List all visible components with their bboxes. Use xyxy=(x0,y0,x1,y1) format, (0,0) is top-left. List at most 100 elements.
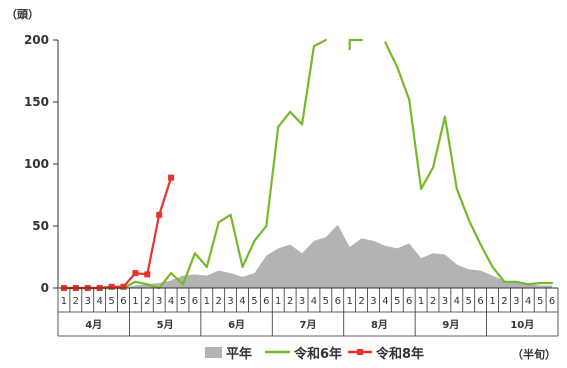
x-tick-label: 5 xyxy=(180,296,186,307)
x-tick-label: 2 xyxy=(358,296,364,307)
reiwa6-segment xyxy=(253,224,268,242)
x-tick-label: 5 xyxy=(537,296,543,307)
x-tick-label: 2 xyxy=(216,296,222,307)
x-axis-label: （半旬） xyxy=(512,347,556,361)
x-tick-label: 3 xyxy=(299,296,305,307)
reiwa6-segment xyxy=(134,280,149,286)
legend-swatch-average xyxy=(205,347,222,358)
reiwa6-segment xyxy=(205,221,220,269)
month-label: 6月 xyxy=(228,319,245,331)
x-tick-label: 1 xyxy=(489,296,495,307)
x-tick-label: 6 xyxy=(192,296,198,307)
x-tick-label: 2 xyxy=(287,296,293,307)
x-tick-label: 1 xyxy=(204,296,210,307)
reiwa6-segment xyxy=(300,45,316,126)
y-tick-label: 100 xyxy=(24,157,49,171)
legend-marker-reiwa8 xyxy=(357,349,363,355)
x-tick-label: 4 xyxy=(239,296,245,307)
legend: 平年 令和6年 令和8年 xyxy=(205,346,424,362)
reiwa6-segment xyxy=(289,110,304,126)
reiwa8-line xyxy=(60,174,175,291)
x-tick-label: 3 xyxy=(370,296,376,307)
x-tick-label: 1 xyxy=(132,296,138,307)
reiwa6-line xyxy=(62,38,554,290)
reiwa6-segment xyxy=(515,280,530,286)
x-tick-label: 5 xyxy=(466,296,472,307)
reiwa6-segment xyxy=(312,38,327,48)
reiwa6-segment xyxy=(265,125,280,228)
legend-label-reiwa8: 令和8年 xyxy=(376,346,424,362)
reiwa6-segment xyxy=(431,115,447,169)
y-axis-label: （頭） xyxy=(6,8,39,21)
y-tick-label: 50 xyxy=(32,219,49,233)
x-tick-label: 4 xyxy=(96,296,102,307)
x-tick-label: 2 xyxy=(144,296,150,307)
reiwa8-point xyxy=(144,271,151,278)
reiwa8-point xyxy=(132,270,139,277)
x-tick-label: 5 xyxy=(323,296,329,307)
reiwa6-segment xyxy=(479,243,494,269)
x-tick-label: 5 xyxy=(108,296,114,307)
reiwa6-segment xyxy=(277,110,292,128)
reiwa6-segment xyxy=(396,66,411,101)
month-label: 10月 xyxy=(510,319,534,331)
x-tick-label: 3 xyxy=(156,296,162,307)
legend-label-reiwa6: 令和6年 xyxy=(294,346,342,362)
reiwa6-segment xyxy=(146,283,161,290)
x-tick-label: 5 xyxy=(394,296,400,307)
month-label: 8月 xyxy=(371,319,388,331)
x-tick-label: 2 xyxy=(73,296,79,307)
x-tick-label: 3 xyxy=(442,296,448,307)
reiwa6-segment xyxy=(229,213,244,269)
reiwa6-segment xyxy=(467,218,482,246)
x-tick-label: 2 xyxy=(501,296,507,307)
month-label: 5月 xyxy=(157,319,174,331)
average-area-path xyxy=(63,224,553,288)
month-label: 4月 xyxy=(85,319,102,331)
month-label: 7月 xyxy=(300,319,317,331)
reiwa6-segment xyxy=(158,272,173,290)
reiwa6-segment xyxy=(408,98,423,190)
x-tick-label: 4 xyxy=(454,296,460,307)
x-tick-label: 6 xyxy=(120,296,126,307)
x-tick-label: 3 xyxy=(85,296,91,307)
x-tick-label: 1 xyxy=(61,296,67,307)
x-tick-label: 1 xyxy=(346,296,352,307)
reiwa6-segment xyxy=(384,41,399,69)
reiwa8-point xyxy=(168,174,175,181)
x-tick-label: 4 xyxy=(168,296,174,307)
reiwa6-segment xyxy=(181,252,197,286)
reiwa6-segment xyxy=(491,265,506,283)
x-tick-label: 4 xyxy=(311,296,317,307)
x-tick-label: 1 xyxy=(275,296,281,307)
reiwa6-segment xyxy=(169,272,185,286)
x-tick-label: 3 xyxy=(513,296,519,307)
month-labels: 4月 5月 6月 7月 8月 9月 10月 xyxy=(85,319,534,331)
legend-label-average: 平年 xyxy=(226,346,252,362)
y-tick-label: 150 xyxy=(24,95,49,109)
average-area xyxy=(63,224,553,288)
reiwa6-segment xyxy=(527,281,542,286)
x-tick-label: 5 xyxy=(251,296,257,307)
reiwa6-segment xyxy=(419,166,435,190)
reiwa6-segment xyxy=(455,187,470,221)
reiwa8-point xyxy=(120,283,127,290)
x-tick-label: 6 xyxy=(263,296,269,307)
x-tick-label: 6 xyxy=(477,296,483,307)
month-label: 9月 xyxy=(442,319,459,331)
y-tick-label: 200 xyxy=(24,33,49,47)
reiwa8-path xyxy=(63,177,173,290)
x-tick-label: 1 xyxy=(418,296,424,307)
reiwa8-point xyxy=(108,283,115,290)
x-tick-label: 6 xyxy=(335,296,341,307)
x-tick-label: 2 xyxy=(430,296,436,307)
x-tick-label: 4 xyxy=(525,296,531,307)
y-tick-label: 0 xyxy=(41,281,49,295)
reiwa6-segment xyxy=(443,115,458,190)
x-tick-label: 6 xyxy=(549,296,555,307)
reiwa6-segment xyxy=(193,252,208,269)
y-ticks: 0 50 100 150 200 xyxy=(24,33,58,295)
reiwa8-point xyxy=(156,211,163,218)
